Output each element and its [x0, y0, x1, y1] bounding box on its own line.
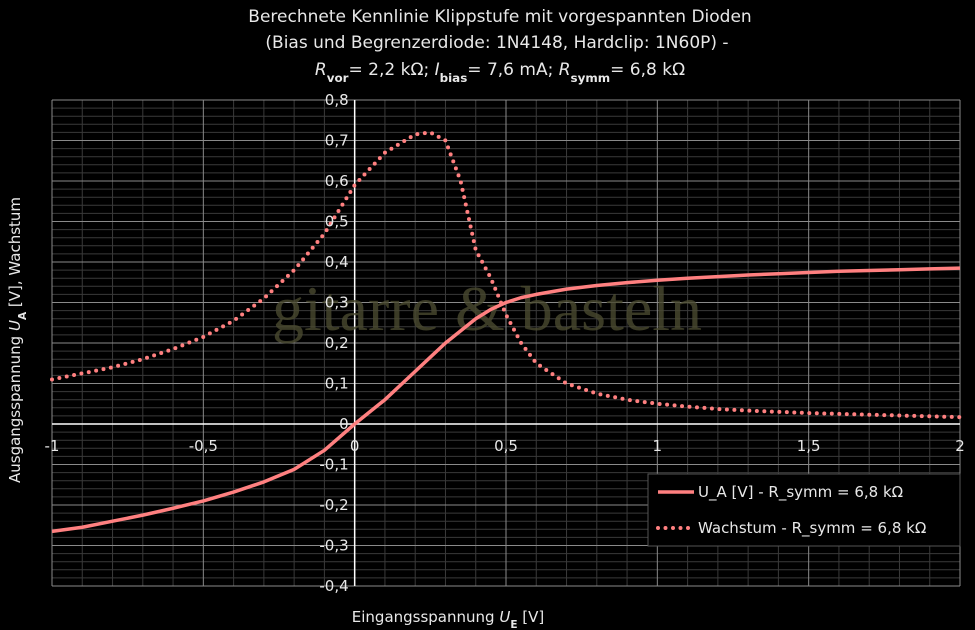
y-tick-label: -0,1: [319, 456, 348, 474]
y-tick-label: 0,1: [325, 375, 349, 393]
y-tick-label: 0,3: [325, 294, 349, 312]
y-axis-label: Ausgangsspannung UA [V], Wachstum: [6, 197, 29, 483]
y-tick-label: -0,2: [319, 496, 348, 514]
text-part: R: [315, 60, 327, 80]
text-part: vor: [327, 71, 349, 85]
text-part: Eingangsspannung: [352, 608, 500, 626]
x-tick-label: 0,5: [494, 437, 518, 455]
text-part: = 7,6 mA;: [467, 60, 558, 80]
legend: U_A [V] - R_symm = 6,8 kΩ Wachstum - R_sy…: [647, 473, 961, 547]
series-line: [50, 130, 962, 420]
text-part: [V], Wachstum: [6, 197, 24, 312]
y-tick-label: -0,3: [319, 537, 348, 555]
text-part: A: [17, 311, 29, 320]
text-part: [V]: [518, 608, 545, 626]
text-part: R: [559, 60, 571, 80]
x-tick-label: 1,5: [797, 437, 821, 455]
text-part: U: [6, 320, 24, 331]
x-tick-label: 2: [955, 437, 965, 455]
x-axis-label: Eingangsspannung UE [V]: [352, 608, 544, 630]
text-part: E: [510, 619, 517, 630]
text-part: Ausgangsspannung: [6, 331, 24, 483]
chart-title: Rvor= 2,2 kΩ; Ibias= 7,6 mA; Rsymm= 6,8 …: [315, 60, 685, 85]
chart-title: (Bias und Begrenzerdiode: 1N4148, Hardcl…: [265, 33, 728, 53]
text-part: = 6,8 kΩ: [610, 60, 685, 80]
y-tick-label: 0,4: [325, 253, 349, 271]
chart-title: Berechnete Kennlinie Klippstufe mit vorg…: [248, 7, 751, 27]
y-tick-label: -0,4: [319, 577, 348, 595]
text-part: I: [435, 60, 440, 80]
x-tick-label: 0: [350, 437, 360, 455]
x-tick-label: 1: [653, 437, 663, 455]
y-tick-label: 0,6: [325, 172, 349, 190]
legend-label: Wachstum - R_symm = 6,8 kΩ: [698, 519, 926, 538]
y-tick-label: 0,2: [325, 334, 349, 352]
text-part: = 2,2 kΩ;: [349, 60, 435, 80]
x-tick-label: -1: [45, 437, 60, 455]
y-tick-label: 0: [339, 415, 349, 433]
text-part: U: [499, 608, 510, 626]
y-tick-label: 0,5: [325, 213, 349, 231]
plot: [50, 130, 962, 534]
y-tick-label: 0,8: [325, 91, 349, 109]
legend-box: [647, 473, 961, 547]
text-part: bias: [440, 71, 468, 85]
series-line: [51, 266, 961, 534]
legend-label: U_A [V] - R_symm = 6,8 kΩ: [698, 483, 903, 502]
x-tick-label: -0,5: [189, 437, 218, 455]
watermark: gitarre & basteln: [272, 273, 702, 344]
text-part: symm: [571, 71, 611, 85]
y-tick-label: 0,7: [325, 132, 349, 150]
